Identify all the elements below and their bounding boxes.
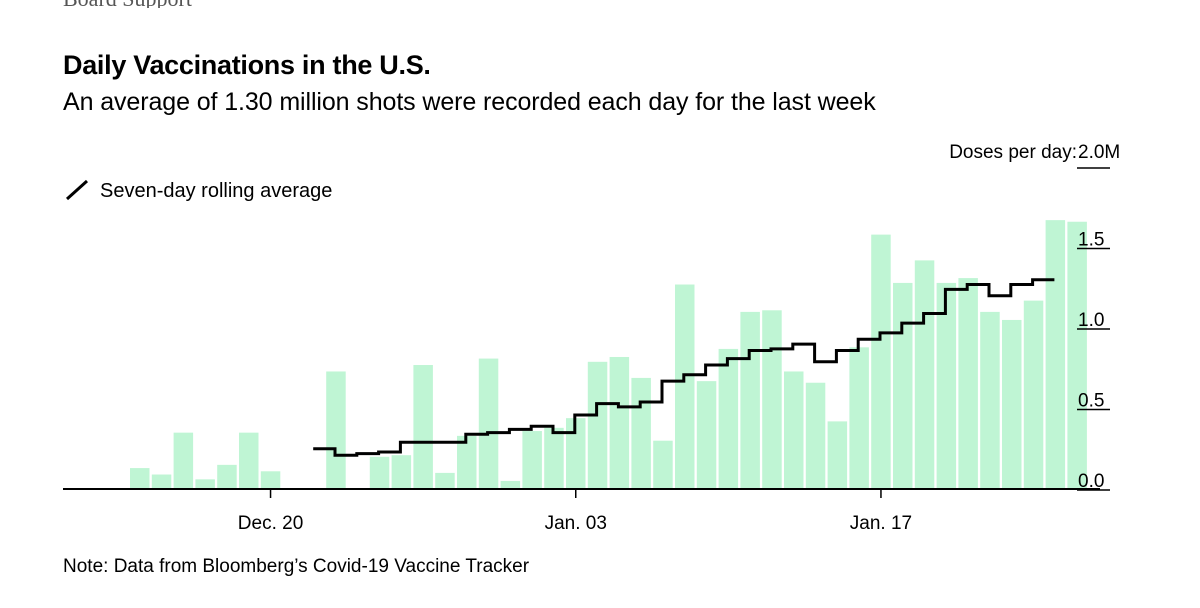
bar-14: [435, 472, 455, 489]
clipped-header-text: Board Support: [63, 0, 263, 8]
y-axis-caption-text: Doses per day:: [949, 142, 1077, 163]
bar-24: [653, 440, 673, 489]
chart-subtitle: An average of 1.30 million shots were re…: [63, 88, 876, 116]
bar-21: [587, 361, 608, 489]
bar-35: [893, 282, 913, 489]
y-axis-ticks: 0.0 0.5 1.0 1.5: [1077, 230, 1110, 492]
bar-37: [936, 282, 957, 489]
bar-22: [609, 356, 630, 489]
x-tick-label-0: Dec. 20: [238, 513, 303, 534]
bar-16: [478, 358, 499, 489]
legend-line-icon: [65, 179, 89, 201]
bar-27: [718, 348, 739, 489]
bar-17: [500, 480, 521, 489]
bar-15: [457, 435, 477, 489]
bar-18: [522, 431, 542, 489]
x-tick-label-2: Jan. 17: [850, 513, 912, 534]
bar-4: [217, 464, 237, 489]
bar-12: [391, 455, 412, 489]
x-tick-label-1: Jan. 03: [545, 513, 607, 534]
bar-38: [958, 278, 978, 489]
bar-23: [631, 377, 651, 489]
legend-label: Seven-day rolling average: [100, 180, 332, 202]
bar-31: [805, 382, 826, 489]
rolling-average-series: [313, 278, 1055, 457]
bar-33: [849, 347, 869, 489]
bar-43: [1067, 221, 1087, 490]
y-tick-label-1: 0.5: [1078, 391, 1104, 412]
bar-3: [195, 479, 215, 489]
bar-9: [326, 371, 346, 489]
y-axis-caption: Doses per day: 2.0M: [949, 142, 1120, 169]
y-tick-label-3: 1.5: [1078, 230, 1104, 251]
legend: Seven-day rolling average: [65, 179, 332, 202]
bar-30: [784, 371, 804, 489]
bar-series: [130, 220, 1087, 490]
bar-11: [369, 456, 390, 489]
bar-5: [239, 432, 259, 489]
bar-13: [413, 365, 433, 489]
bar-34: [871, 234, 891, 489]
bar-25: [675, 284, 695, 489]
y-tick-label-0: 0.0: [1078, 471, 1104, 492]
bar-36: [914, 260, 935, 489]
bar-6: [260, 471, 281, 489]
bar-32: [827, 421, 848, 489]
bar-28: [740, 311, 760, 489]
y-tick-label-2: 1.0: [1078, 310, 1104, 331]
x-axis-ticks: Dec. 20 Jan. 03 Jan. 17: [238, 489, 912, 534]
footnote: Note: Data from Bloomberg’s Covid-19 Vac…: [63, 556, 530, 577]
bar-0: [130, 468, 150, 489]
rolling-average-line: [313, 278, 1055, 457]
chart-title: Daily Vaccinations in the U.S.: [63, 50, 431, 80]
bar-42: [1045, 220, 1066, 489]
bar-2: [173, 432, 194, 489]
bar-40: [1002, 319, 1022, 489]
bar-19: [544, 427, 564, 489]
bar-26: [696, 381, 717, 489]
bar-1: [151, 474, 172, 489]
y-axis-top-label: 2.0M: [1078, 142, 1120, 163]
bar-29: [762, 310, 782, 489]
bar-20: [566, 418, 586, 489]
bar-39: [980, 311, 1000, 489]
bar-41: [1023, 300, 1044, 489]
